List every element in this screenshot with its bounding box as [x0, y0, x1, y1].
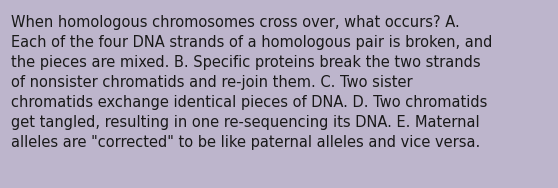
Text: When homologous chromosomes cross over, what occurs? A.
Each of the four DNA str: When homologous chromosomes cross over, … [11, 15, 493, 150]
